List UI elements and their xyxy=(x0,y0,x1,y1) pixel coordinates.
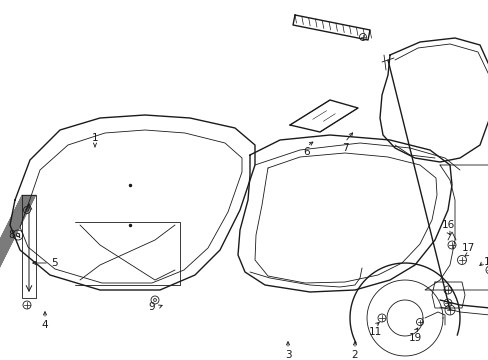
Text: 17: 17 xyxy=(461,243,474,253)
Text: 1: 1 xyxy=(92,133,98,143)
Text: 9: 9 xyxy=(148,302,155,312)
Text: 3: 3 xyxy=(284,350,291,360)
Text: 11: 11 xyxy=(367,327,381,337)
Text: 10: 10 xyxy=(483,257,488,267)
Text: 8: 8 xyxy=(9,230,15,240)
Text: 16: 16 xyxy=(441,220,454,230)
Text: 7: 7 xyxy=(341,143,347,153)
Circle shape xyxy=(153,298,156,301)
Circle shape xyxy=(16,233,20,237)
Text: 4: 4 xyxy=(41,320,48,330)
Text: 19: 19 xyxy=(407,333,421,343)
Text: 5: 5 xyxy=(52,258,58,268)
Text: 6: 6 xyxy=(303,147,310,157)
Text: 2: 2 xyxy=(351,350,358,360)
Circle shape xyxy=(26,209,28,211)
